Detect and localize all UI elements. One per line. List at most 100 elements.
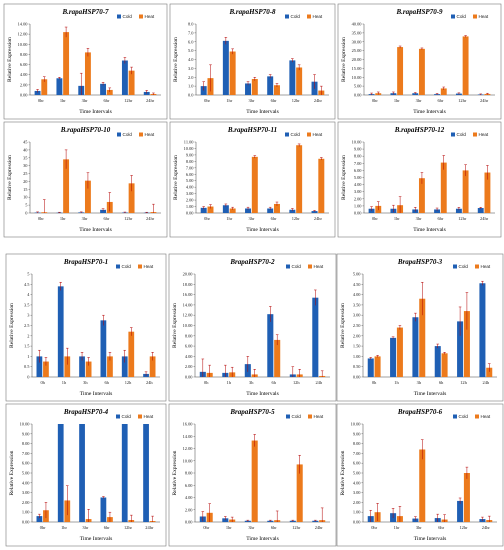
chart-frame — [3, 121, 168, 238]
x-tick-label: 24hr — [314, 216, 323, 221]
legend-swatch-cold — [116, 264, 120, 269]
x-tick-label: 12hr — [124, 216, 133, 221]
bar-cold-12hr — [121, 424, 128, 522]
y-tick-label: 6.00 — [186, 172, 194, 177]
bar-heat-12hr — [296, 464, 303, 522]
x-tick-label: 6hr — [271, 98, 277, 103]
bar-cold-0h — [367, 358, 374, 377]
x-tick-label: 6hr — [437, 216, 443, 221]
y-tick-label: 10.00 — [351, 422, 362, 427]
bar-heat-12hr — [462, 170, 469, 213]
y-tick-label: 3.0 — [188, 66, 194, 71]
legend-swatch-heat — [307, 132, 311, 137]
chart-panel-7: BrapaHSP70-1 Cold Heat 0 0.5 1 1.5 2 2.5 3 3.5 4 4.5… — [5, 253, 167, 402]
y-tick-label: 9.00 — [353, 431, 361, 436]
x-tick-label: 0h — [372, 380, 377, 385]
y-tick-label: 9.00 — [186, 152, 194, 157]
y-tick-label: 16.00 — [183, 292, 194, 297]
chart-title: B.rapaHSP70-11 — [227, 126, 277, 134]
x-tick-label: 24hr — [480, 98, 489, 103]
y-tick-label: 8.00 — [185, 333, 193, 338]
y-tick-label: 2.00 — [354, 196, 362, 201]
y-tick-label: 2.5 — [24, 323, 30, 328]
chart-title: BrapaHSP70-3 — [397, 258, 443, 266]
bar-heat-12h — [128, 331, 135, 377]
y-tick-label: 0.00 — [353, 375, 361, 380]
y-tick-label: 4.00 — [353, 292, 361, 297]
x-tick-label: 6hr — [104, 525, 110, 530]
x-tick-label: 12h — [125, 380, 132, 385]
bar-cold-3hr — [412, 93, 419, 95]
y-tick-label: 3.5 — [24, 302, 30, 307]
y-tick-label: 6.00 — [22, 461, 30, 466]
bar-heat-12hr — [296, 145, 303, 213]
y-tick-label: 4.0 — [188, 57, 194, 62]
legend-swatch-heat — [475, 414, 479, 419]
legend-label-heat: Heat — [145, 132, 155, 137]
y-tick-label: 6.00 — [185, 344, 193, 349]
y-tick-label: 4.5 — [24, 282, 30, 287]
legend-label-heat: Heat — [479, 132, 489, 137]
y-tick-label: 30 — [23, 163, 28, 168]
bar-cold-24h — [312, 297, 319, 377]
y-tick-label: 0.0 — [188, 93, 194, 98]
bar-cold-6h — [100, 320, 107, 377]
y-tick-label: 25.00 — [352, 48, 363, 53]
bar-cold-6hr — [267, 76, 274, 95]
x-tick-label: 12hr — [124, 525, 133, 530]
chart-panel-2: B.rapaHSP70-8 Cold Heat 0.0 1.0 2.0 3.0 4.0 5.0 6… — [169, 3, 336, 120]
y-tick-label: 1.00 — [186, 204, 194, 209]
bar-heat-1h — [64, 356, 71, 377]
x-tick-label: 1hr — [394, 216, 400, 221]
y-tick-label: 10.00 — [20, 422, 31, 427]
legend-swatch-cold — [285, 132, 289, 137]
x-tick-label: 6h — [272, 380, 277, 385]
y-tick-label: 14.00 — [183, 434, 194, 439]
y-tick-label: 3.00 — [186, 191, 194, 196]
x-axis-label: Time Intervals — [413, 109, 446, 115]
legend-label-heat: Heat — [479, 14, 489, 19]
bar-heat-0h — [374, 356, 381, 377]
bar-heat-12hr — [128, 183, 135, 213]
bar-heat-6hr — [273, 85, 280, 95]
legend-label-cold: Cold — [122, 414, 132, 419]
legend-swatch-cold — [453, 414, 457, 419]
y-tick-label: 12.00 — [18, 32, 29, 37]
x-tick-label: 0hr — [372, 98, 378, 103]
chart-panel-5: B.rapaHSP70-11 Cold Heat 0.00 1.002.00 3.004.… — [169, 121, 336, 238]
x-tick-label: 3hr — [82, 216, 88, 221]
chart-title: BrapaHSP70-4 — [63, 408, 109, 416]
legend-swatch-cold — [117, 14, 121, 19]
y-tick-label: 0.00 — [185, 375, 193, 380]
x-axis-label: Time Intervals — [413, 227, 446, 233]
y-axis-label: Relative Expression — [7, 155, 13, 200]
bar-cold-12hr — [457, 500, 464, 522]
legend-swatch-cold — [116, 414, 120, 419]
bar-heat-0hr — [41, 79, 48, 95]
legend-label-cold: Cold — [292, 264, 302, 269]
y-tick-label: 0.00 — [185, 520, 193, 525]
x-tick-label: 1hr — [226, 525, 232, 530]
bar-heat-3h — [85, 361, 92, 377]
x-tick-label: 24hr — [482, 525, 491, 530]
bar-cold-6h — [267, 314, 274, 377]
y-tick-label: 15 — [23, 187, 28, 192]
x-tick-label: 0hr — [204, 216, 210, 221]
y-tick-label: 4.00 — [354, 182, 362, 187]
y-tick-label: 2.00 — [353, 333, 361, 338]
x-axis-label: Time Intervals — [80, 391, 113, 397]
y-tick-label: 4.00 — [353, 480, 361, 485]
y-tick-label: 5 — [25, 203, 28, 208]
x-tick-label: 3h — [83, 380, 88, 385]
x-tick-label: 3hr — [248, 525, 254, 530]
legend-label-cold: Cold — [122, 264, 132, 269]
bar-cold-12hr — [121, 60, 128, 95]
bar-cold-12hr — [455, 208, 462, 213]
y-tick-label: 7.00 — [354, 161, 362, 166]
x-tick-label: 12hr — [292, 525, 301, 530]
chart-panel-10: BrapaHSP70-4 Cold Heat 0.00 1.00 2.00 3.00 4.00… — [5, 403, 167, 547]
legend-label-cold: Cold — [291, 132, 301, 137]
y-tick-label: 0 — [25, 211, 28, 216]
legend-swatch-heat — [308, 414, 312, 419]
